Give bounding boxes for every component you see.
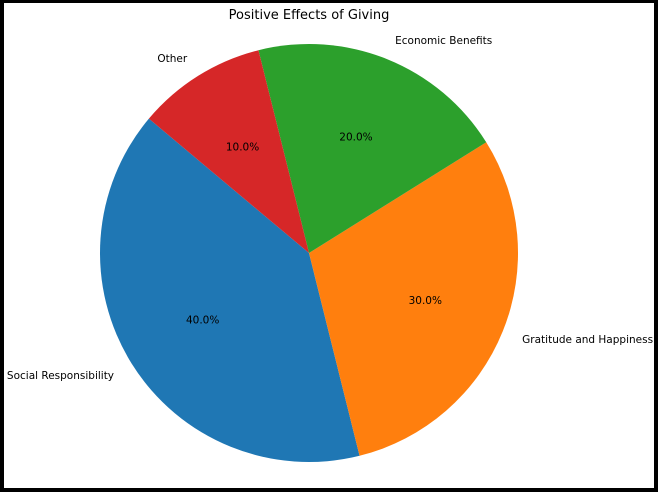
pie-percent-label-economic-benefits: 20.0%	[339, 132, 372, 144]
pie-slice-gratitude-and-happiness	[309, 142, 518, 456]
pie-category-label-other: Other	[157, 53, 187, 65]
pie-category-label-social-responsibility: Social Responsibility	[7, 370, 114, 382]
pie-category-label-gratitude-and-happiness: Gratitude and Happiness	[522, 334, 653, 346]
pie-category-label-economic-benefits: Economic Benefits	[395, 35, 492, 47]
pie-percent-label-gratitude-and-happiness: 30.0%	[409, 295, 442, 307]
pie-slice-economic-benefits	[258, 44, 487, 253]
pie-labels: 40.0% Social Responsibility 30.0% Gratitude…	[7, 35, 653, 382]
pie-percent-label-other: 10.0%	[226, 142, 259, 154]
pie-slices	[100, 44, 518, 463]
pie-slice-other	[148, 50, 309, 254]
pie-percent-label-social-responsibility: 40.0%	[186, 314, 219, 326]
pie-slice-social-responsibility	[100, 118, 360, 463]
chart-title: Positive Effects of Giving	[229, 8, 390, 23]
